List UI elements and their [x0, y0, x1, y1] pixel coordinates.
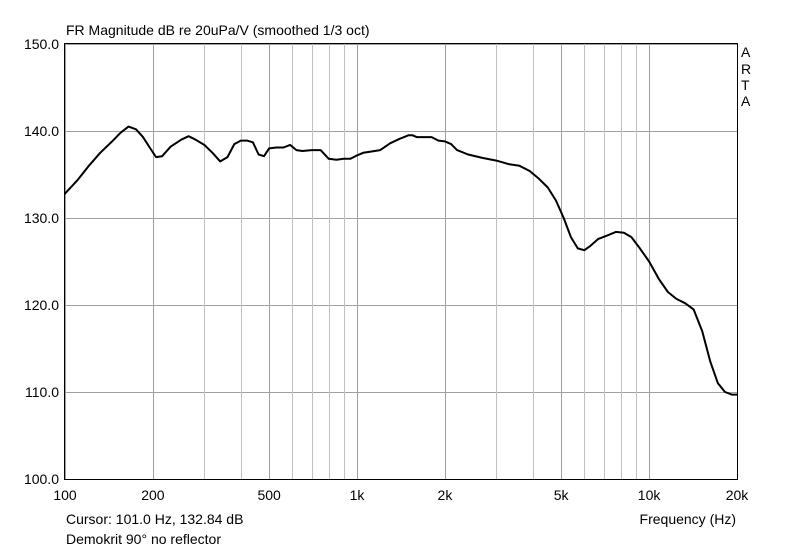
x-axis-label: Frequency (Hz): [639, 511, 736, 527]
cursor-readout: Cursor: 101.0 Hz, 132.84 dB: [66, 511, 244, 527]
x-tick-label: 200: [141, 487, 165, 503]
x-tick-label: 5k: [554, 487, 570, 503]
brand-letter: T: [741, 77, 750, 93]
brand-letter: A: [741, 93, 751, 109]
chart-title: FR Magnitude dB re 20uPa/V (smoothed 1/3…: [66, 22, 370, 38]
y-tick-label: 150.0: [24, 36, 59, 52]
x-tick-label: 10k: [638, 487, 662, 503]
y-tick-label: 140.0: [24, 123, 59, 139]
brand-letter: A: [741, 44, 751, 60]
x-tick-label: 1k: [350, 487, 366, 503]
y-tick-label: 120.0: [24, 297, 59, 313]
series-layer: [64, 125, 738, 396]
y-tick-label: 130.0: [24, 210, 59, 226]
x-axis-tick-labels: 100 200 500 1k 2k 5k 10k 20k: [53, 487, 749, 503]
y-tick-label: 100.0: [24, 471, 59, 487]
y-axis-tick-labels: 100.0 110.0 120.0 130.0 140.0 150.0: [24, 36, 59, 487]
x-tick-label: 100: [53, 487, 77, 503]
measurement-note: Demokrit 90° no reflector: [66, 531, 221, 547]
x-tick-label: 2k: [438, 487, 454, 503]
plot-frame: [64, 43, 738, 480]
y-tick-label: 110.0: [25, 384, 59, 400]
x-tick-label: 500: [257, 487, 281, 503]
frequency-response-line: [64, 125, 738, 396]
brand-letter: R: [741, 61, 752, 77]
x-tick-label: 20k: [726, 487, 750, 503]
grid-lines: [65, 44, 738, 480]
